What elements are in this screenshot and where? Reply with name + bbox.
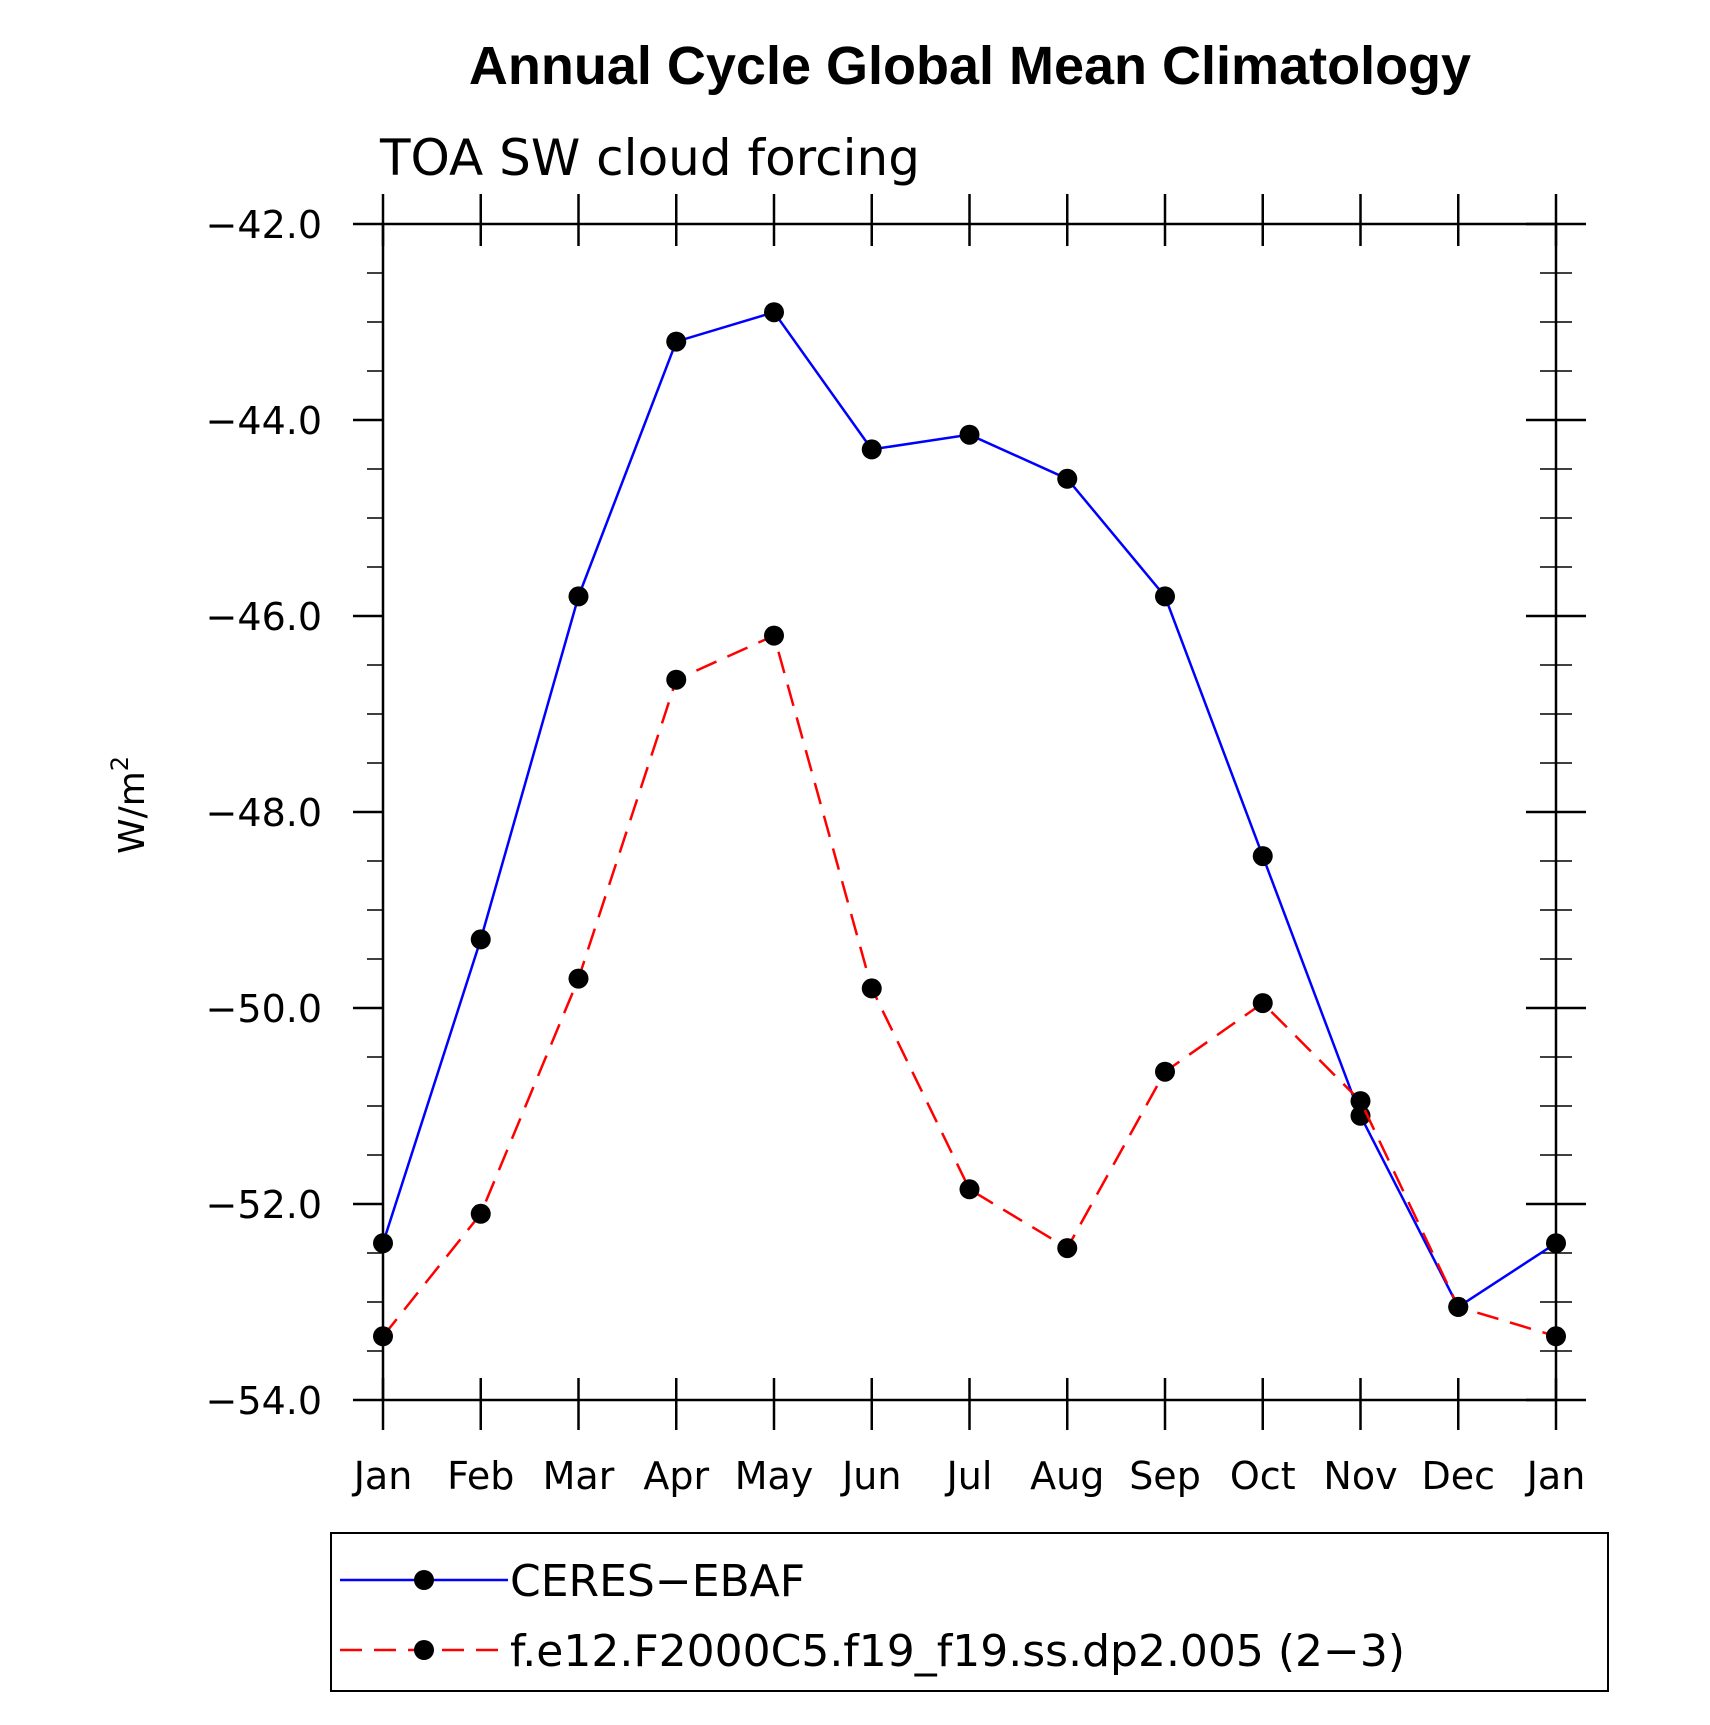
y-axis-label: W/m: [112, 771, 153, 854]
legend-item-2: f.e12.F2000C5.f19_f19.ss.dp2.005 (2−3): [340, 1626, 1405, 1677]
x-tick-label: Oct: [1230, 1454, 1296, 1498]
data-point: [373, 1326, 393, 1347]
y-tick-label: −46.0: [206, 595, 322, 639]
data-point: [861, 978, 882, 999]
series-line: [381, 310, 1557, 1309]
legend-swatch-marker: [414, 1570, 434, 1590]
data-point: [1057, 468, 1078, 489]
y-tick-label: −50.0: [206, 987, 322, 1031]
x-tick-label: Mar: [543, 1454, 615, 1498]
legend-swatch-marker: [414, 1640, 434, 1660]
y-tick-label: −48.0: [206, 791, 322, 835]
data-point: [1350, 1091, 1371, 1112]
data-point: [1252, 846, 1273, 867]
data-point: [1057, 1238, 1078, 1259]
series-layer: [373, 302, 1566, 1347]
data-point: [1448, 1296, 1469, 1317]
data-point: [1252, 993, 1273, 1014]
series-2: [373, 625, 1566, 1347]
data-point: [959, 1179, 980, 1200]
data-point: [959, 424, 980, 445]
series-line: [382, 633, 1557, 1338]
legend-item-1: CERES−EBAF: [340, 1556, 805, 1607]
y-tick-label: −54.0: [206, 1379, 322, 1423]
x-tick-label: Feb: [447, 1454, 514, 1498]
y-axis-title: W/m2: [106, 756, 153, 854]
plot-frame: [381, 222, 1558, 1402]
y-tick-label: −44.0: [206, 399, 322, 443]
data-point: [764, 302, 784, 323]
series-1: [373, 302, 1566, 1317]
y-axis-label-superscript: 2: [106, 756, 134, 771]
data-point: [373, 1233, 393, 1254]
x-tick-label: Apr: [643, 1454, 709, 1498]
x-tick-label: Jul: [945, 1454, 993, 1498]
chart-subtitle: TOA SW cloud forcing: [379, 129, 920, 187]
data-point: [568, 586, 589, 607]
y-tick-label: −52.0: [206, 1183, 322, 1227]
x-tick-label: Jan: [1525, 1454, 1586, 1498]
data-point: [1546, 1233, 1566, 1254]
x-tick-labels: Jan Feb Mar Apr May Jun Jul Aug Sep Oct Nov Dec Jan: [352, 1454, 1586, 1498]
data-point: [568, 968, 589, 989]
data-point: [666, 331, 687, 352]
data-point: [470, 1203, 491, 1224]
svg-text:W/m2: W/m2: [106, 756, 153, 854]
data-point: [861, 439, 882, 460]
x-tick-label: Aug: [1030, 1454, 1104, 1498]
axis-ticks: [353, 194, 1586, 1430]
x-tick-label: May: [735, 1454, 814, 1498]
x-tick-label: Jun: [840, 1454, 901, 1498]
y-tick-label: −42.0: [206, 203, 322, 247]
x-tick-label: Jan: [352, 1454, 413, 1498]
data-point: [1546, 1326, 1566, 1347]
data-point: [470, 929, 491, 950]
x-tick-label: Sep: [1129, 1454, 1201, 1498]
plot-border: [381, 222, 1558, 1402]
legend-label: CERES−EBAF: [510, 1556, 805, 1607]
data-point: [764, 625, 784, 646]
chart-title: Annual Cycle Global Mean Climatology: [469, 36, 1471, 96]
y-tick-labels: −42.0 −44.0 −46.0 −48.0 −50.0 −52.0 −54.0: [206, 203, 322, 1423]
data-point: [666, 669, 687, 690]
legend-items: CERES−EBAF f.e12.F2000C5.f19_f19.ss.dp2.0…: [340, 1556, 1405, 1677]
legend-label: f.e12.F2000C5.f19_f19.ss.dp2.005 (2−3): [510, 1626, 1405, 1677]
data-point: [1155, 586, 1175, 607]
legend: CERES−EBAF f.e12.F2000C5.f19_f19.ss.dp2.0…: [330, 1532, 1609, 1692]
x-tick-label: Dec: [1421, 1454, 1495, 1498]
legend-box: [330, 1532, 1609, 1692]
x-tick-label: Nov: [1323, 1454, 1397, 1498]
data-point: [1155, 1061, 1175, 1082]
